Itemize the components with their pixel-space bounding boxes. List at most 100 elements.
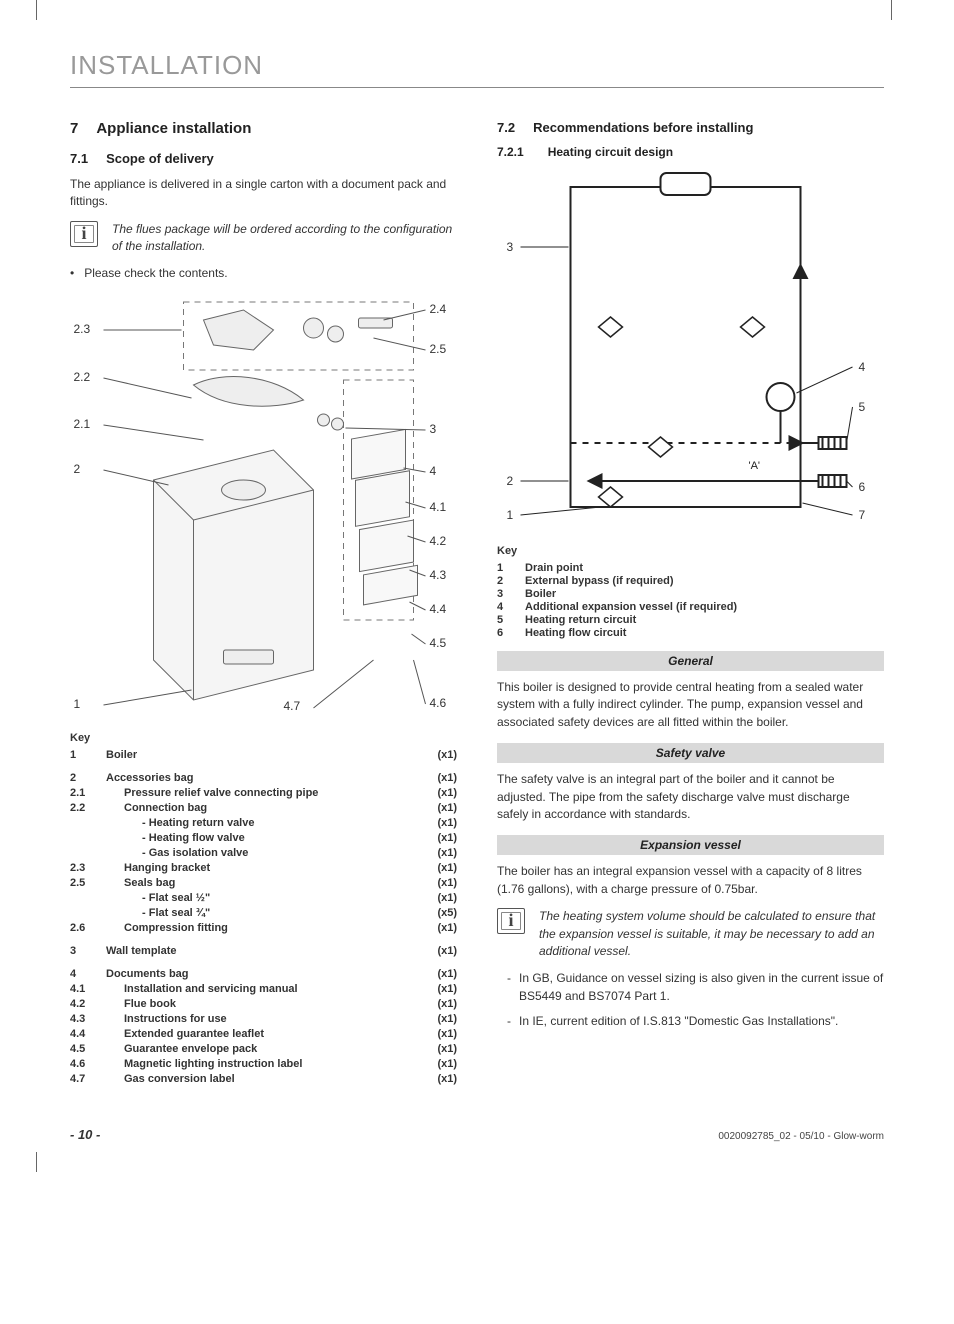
svg-text:4.5: 4.5: [430, 636, 447, 650]
svg-text:2.1: 2.1: [74, 417, 91, 431]
table-row: 3Wall template(x1): [70, 944, 457, 959]
key-heading-right: Key: [497, 545, 884, 557]
section-7-2-1-heading: 7.2.1 Heating circuit design: [497, 145, 884, 159]
page-number: - 10 -: [70, 1127, 100, 1142]
band-safety: Safety valve: [497, 743, 884, 763]
table-row: 4.4Extended guarantee leaflet(x1): [70, 1027, 457, 1042]
table-row: 4.1Installation and servicing manual(x1): [70, 982, 457, 997]
heating-circuit-diagram: 'A' 3 2 1 4: [497, 167, 884, 537]
svg-text:3: 3: [507, 240, 514, 254]
general-text: This boiler is designed to provide centr…: [497, 679, 884, 731]
dash-text: In GB, Guidance on vessel sizing is also…: [519, 970, 884, 1005]
safety-text: The safety valve is an integral part of …: [497, 771, 884, 823]
list-item: 5Heating return circuit: [497, 613, 884, 626]
table-row: 4.3Instructions for use(x1): [70, 1012, 457, 1027]
table-row: 4.7Gas conversion label(x1): [70, 1072, 457, 1087]
info-text-2: The heating system volume should be calc…: [539, 908, 884, 960]
svg-text:4.2: 4.2: [430, 534, 447, 548]
heading-number: 7: [70, 120, 78, 137]
svg-text:5: 5: [859, 400, 866, 414]
title-rule: [70, 87, 884, 88]
svg-text:3: 3: [430, 422, 437, 436]
list-item: 4Additional expansion vessel (if require…: [497, 600, 884, 613]
table-row: 1Boiler(x1): [70, 748, 457, 763]
band-expansion: Expansion vessel: [497, 835, 884, 855]
table-row: - Heating return valve(x1): [70, 816, 457, 831]
table-row: 4Documents bag(x1): [70, 967, 457, 982]
table-row: 2.6Compression fitting(x1): [70, 921, 457, 936]
list-item: 2External bypass (if required): [497, 574, 884, 587]
table-row: [70, 763, 457, 771]
list-item: 1Drain point: [497, 561, 884, 574]
bullet-marker: •: [70, 266, 74, 280]
info-box-2: The heating system volume should be calc…: [497, 908, 884, 960]
table-row: 2.2Connection bag(x1): [70, 801, 457, 816]
bullet-check-contents: • Please check the contents.: [70, 266, 457, 280]
svg-text:'A': 'A': [749, 460, 761, 472]
svg-text:4.6: 4.6: [430, 696, 447, 710]
svg-text:2.2: 2.2: [74, 370, 91, 384]
dash-gb: - In GB, Guidance on vessel sizing is al…: [507, 970, 884, 1005]
footer: - 10 - 0020092785_02 - 05/10 - Glow-worm: [70, 1127, 884, 1142]
heading-text: Heating circuit design: [548, 145, 673, 159]
svg-text:4.3: 4.3: [430, 568, 447, 582]
list-item: 3Boiler: [497, 587, 884, 600]
table-row: 4.6Magnetic lighting instruction label(x…: [70, 1057, 457, 1072]
doc-reference: 0020092785_02 - 05/10 - Glow-worm: [718, 1131, 884, 1142]
key-heading: Key: [70, 732, 457, 744]
svg-text:4: 4: [430, 464, 437, 478]
table-row: 4.5Guarantee envelope pack(x1): [70, 1042, 457, 1057]
heading-number: 7.2.1: [497, 145, 524, 159]
svg-text:4.7: 4.7: [284, 699, 301, 713]
section-7-1-heading: 7.1 Scope of delivery: [70, 151, 457, 166]
section-7-2-heading: 7.2 Recommendations before installing: [497, 120, 884, 135]
info-text: The flues package will be ordered accord…: [112, 221, 457, 256]
svg-text:2.5: 2.5: [430, 342, 447, 356]
dash-marker: -: [507, 1013, 511, 1030]
heading-text: Scope of delivery: [106, 151, 214, 166]
svg-text:4.4: 4.4: [430, 602, 447, 616]
table-row: [70, 936, 457, 944]
info-icon: [497, 908, 525, 934]
svg-text:2.3: 2.3: [74, 322, 91, 336]
table-row: - Flat seal ¾"(x5): [70, 906, 457, 921]
right-column: 7.2 Recommendations before installing 7.…: [497, 106, 884, 1087]
dash-text: In IE, current edition of I.S.813 "Domes…: [519, 1013, 838, 1030]
table-row: 2.5Seals bag(x1): [70, 876, 457, 891]
svg-text:7: 7: [859, 508, 866, 522]
dash-ie: - In IE, current edition of I.S.813 "Dom…: [507, 1013, 884, 1030]
table-row: - Gas isolation valve(x1): [70, 846, 457, 861]
table-row: [70, 959, 457, 967]
key-list: 1Drain point2External bypass (if require…: [497, 561, 884, 639]
bullet-text: Please check the contents.: [84, 266, 227, 280]
key-table: 1Boiler(x1) 2Accessories bag(x1)2.1Pressu…: [70, 748, 457, 1087]
band-general: General: [497, 651, 884, 671]
heading-number: 7.2: [497, 120, 515, 135]
svg-text:4: 4: [859, 360, 866, 374]
intro-text: The appliance is delivered in a single c…: [70, 176, 457, 211]
svg-text:4.1: 4.1: [430, 500, 447, 514]
dash-marker: -: [507, 970, 511, 1005]
info-box: The flues package will be ordered accord…: [70, 221, 457, 256]
svg-text:6: 6: [859, 480, 866, 494]
heading-text: Appliance installation: [96, 120, 251, 137]
table-row: 2.1Pressure relief valve connecting pipe…: [70, 786, 457, 801]
section-7-heading: 7 Appliance installation: [70, 120, 457, 137]
svg-text:1: 1: [507, 508, 514, 522]
table-row: - Flat seal ½"(x1): [70, 891, 457, 906]
table-row: 2Accessories bag(x1): [70, 771, 457, 786]
table-row: 4.2Flue book(x1): [70, 997, 457, 1012]
table-row: 2.3Hanging bracket(x1): [70, 861, 457, 876]
svg-text:2: 2: [74, 462, 81, 476]
info-icon: [70, 221, 98, 247]
page-title: INSTALLATION: [70, 50, 884, 81]
heading-text: Recommendations before installing: [533, 120, 753, 135]
expansion-text: The boiler has an integral expansion ves…: [497, 863, 884, 898]
table-row: - Heating flow valve(x1): [70, 831, 457, 846]
left-column: 7 Appliance installation 7.1 Scope of de…: [70, 106, 457, 1087]
list-item: 6Heating flow circuit: [497, 626, 884, 639]
svg-text:1: 1: [74, 697, 81, 711]
svg-text:2.4: 2.4: [430, 302, 447, 316]
heading-number: 7.1: [70, 151, 88, 166]
exploded-diagram: 2.3 2.2 2.1 2 1 2.4 2.5 3 4 4.1 4.2 4.3 …: [70, 290, 457, 720]
